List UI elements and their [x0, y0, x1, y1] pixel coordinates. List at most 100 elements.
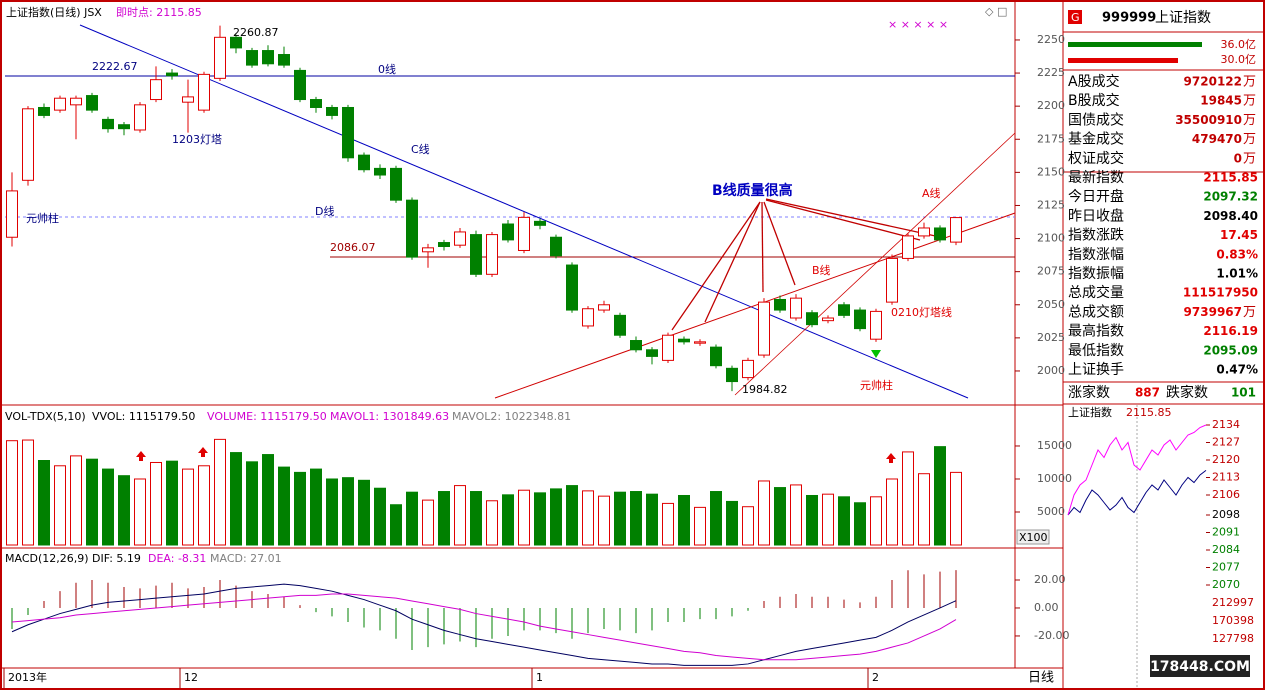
- volume-bar: [406, 491, 418, 546]
- volume-bar: [310, 468, 322, 546]
- breadth-label: 涨家数: [1068, 384, 1110, 401]
- unit-box: [1016, 529, 1050, 545]
- annotation: B线质量很高: [712, 182, 793, 199]
- volume-bar: [54, 465, 66, 546]
- bar-label: 36.0亿: [1221, 38, 1257, 51]
- row-unit: 万: [1243, 113, 1256, 128]
- volume-bar: [470, 491, 482, 546]
- volume-bar: [646, 493, 658, 546]
- row-label: 最新指数: [1068, 170, 1124, 186]
- mini-tick-label: 2084: [1212, 543, 1240, 556]
- candle-body: [854, 309, 866, 330]
- annotation: 元帅柱: [26, 211, 59, 225]
- mini-tick-label: 2070: [1212, 578, 1240, 591]
- volume-bar: [134, 478, 146, 546]
- candle-body: [838, 304, 850, 316]
- unit-label: X100: [1019, 531, 1048, 544]
- indicator-label: VVOL: 1115179.50: [92, 410, 195, 423]
- indicator-label: MACD: 27.01: [210, 552, 282, 565]
- window-icons[interactable]: ◇ □: [985, 5, 1007, 18]
- name: 上证指数: [1155, 10, 1211, 26]
- volume-bar: [854, 502, 866, 546]
- candle-body: [262, 50, 274, 65]
- row-unit: 万: [1243, 75, 1256, 90]
- volume-bar: [534, 492, 546, 546]
- y-tick-label: 2225: [1037, 66, 1065, 79]
- arrow: [765, 199, 921, 241]
- volume-bar: [774, 487, 786, 546]
- candle-body: [486, 234, 498, 275]
- mini-tick-label: 2077: [1212, 561, 1240, 574]
- y-tick-label: 2075: [1037, 265, 1065, 278]
- candle-body: [214, 36, 226, 79]
- volume-bar: [758, 480, 770, 546]
- candle-body: [374, 167, 386, 176]
- row-unit: 万: [1243, 132, 1256, 147]
- annotation: C线: [411, 142, 430, 156]
- y-tick-label: 0.00: [1034, 601, 1059, 614]
- candle-body: [694, 341, 706, 344]
- volume-bar: [278, 466, 290, 546]
- volume-bar: [694, 506, 706, 546]
- candle-body: [918, 227, 930, 237]
- signal-arrow: [198, 447, 208, 457]
- row-unit: 万: [1243, 94, 1256, 109]
- row-value: 2095.09: [1203, 343, 1258, 357]
- candle-body: [710, 346, 722, 367]
- volume-bar: [102, 468, 114, 546]
- row-label: 最高指数: [1068, 323, 1124, 340]
- candle-body: [790, 297, 802, 319]
- mini-tick-label: 2098: [1212, 508, 1240, 521]
- candle-body: [102, 118, 114, 130]
- row-label: 最低指数: [1068, 343, 1124, 359]
- annotation: 2260.87: [233, 26, 279, 39]
- mini-tick-label: 2091: [1212, 526, 1240, 539]
- candle-body: [518, 216, 530, 251]
- row-value: 35500910: [1175, 113, 1242, 127]
- candle-body: [150, 79, 162, 101]
- volume-bar: [22, 439, 34, 546]
- candle-body: [86, 95, 98, 111]
- code: 999999: [1102, 11, 1156, 26]
- annotation: 0线: [378, 62, 396, 76]
- candle-body: [438, 242, 450, 248]
- volume-bar: [614, 491, 626, 546]
- candle-body: [134, 104, 146, 131]
- annotation: 1203灯塔: [172, 133, 222, 146]
- mini-volume-label: 127798: [1212, 632, 1254, 645]
- volume-bar: [822, 493, 834, 546]
- candle-body: [358, 154, 370, 171]
- volume-bar: [742, 506, 754, 546]
- volume-bar: [806, 494, 818, 546]
- bar-label: 30.0亿: [1221, 53, 1257, 66]
- row-label: A股成交: [1068, 73, 1120, 90]
- row-label: 指数涨幅: [1068, 247, 1124, 263]
- mini-volume-label: 212997: [1212, 596, 1254, 609]
- volume-bar: [38, 460, 50, 546]
- volume-bar: [422, 499, 434, 546]
- row-label: 基金成交: [1068, 131, 1124, 148]
- sell-bar: [1068, 58, 1178, 63]
- volume-bar: [374, 487, 386, 546]
- period-label: 日线: [1028, 671, 1054, 686]
- row-label: 权证成交: [1068, 150, 1124, 167]
- volume-bar: [518, 489, 530, 546]
- x-tick-label: 2013年: [8, 670, 47, 684]
- candle-body: [166, 72, 178, 77]
- volume-bar: [790, 484, 802, 546]
- volume-bar: [918, 473, 930, 546]
- volume-bar: [598, 495, 610, 546]
- volume-bar: [838, 496, 850, 546]
- candle-body: [390, 167, 402, 201]
- row-label: 指数振幅: [1068, 266, 1124, 282]
- row-value: 479470: [1192, 132, 1242, 146]
- candle-body: [70, 97, 82, 106]
- cross-marks: × × × × ×: [888, 18, 948, 31]
- candle-body: [182, 96, 194, 103]
- row-value: 2098.40: [1203, 209, 1258, 223]
- chart-subtitle: 即时点: 2115.85: [116, 6, 202, 19]
- row-value: 2116.19: [1203, 324, 1258, 338]
- candle-body: [806, 312, 818, 326]
- volume-bar: [934, 446, 946, 546]
